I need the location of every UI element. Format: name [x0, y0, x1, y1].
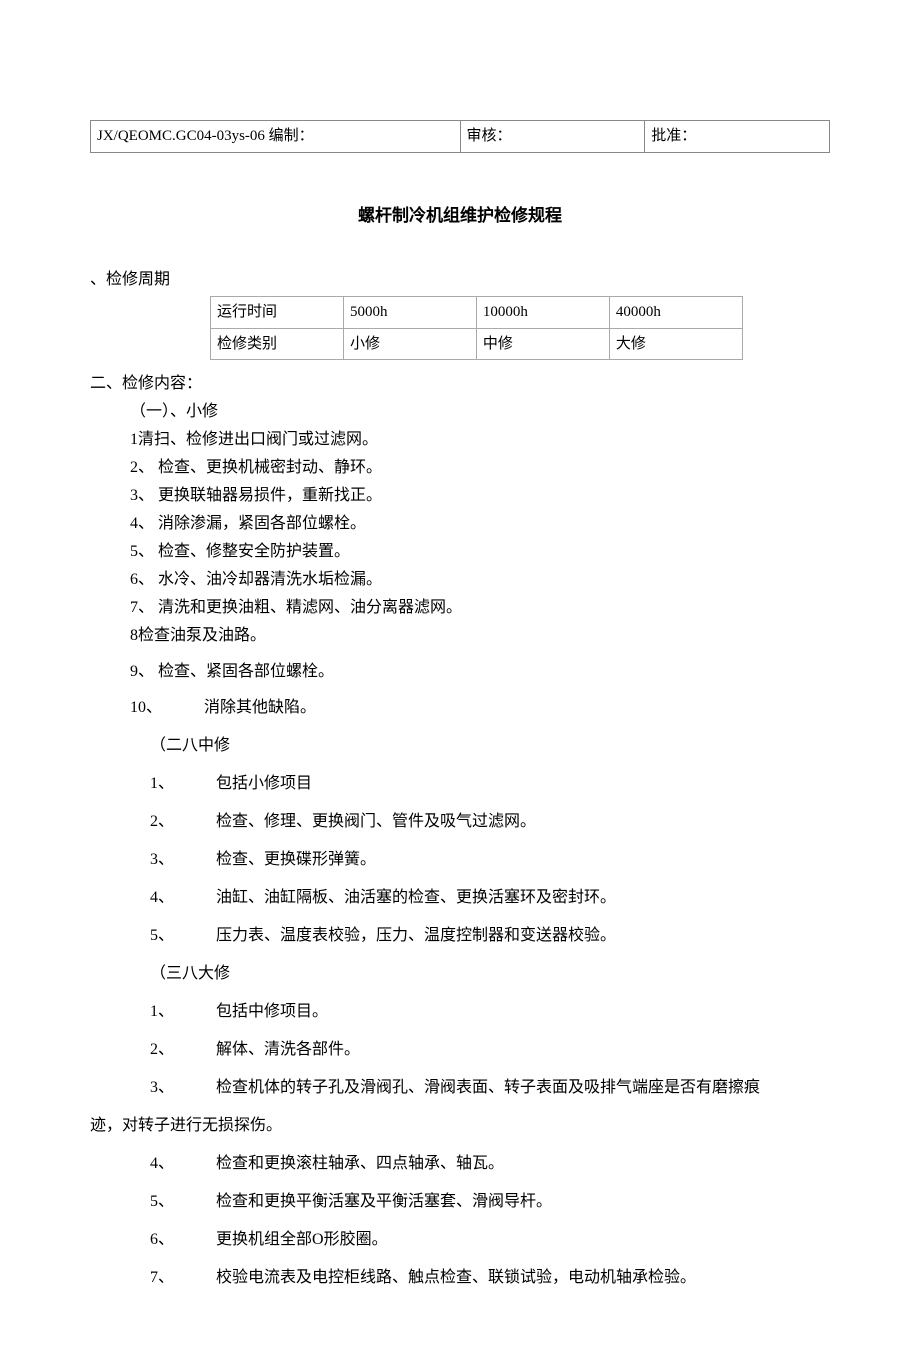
sub3-item: 7、 校验电流表及电控柜线路、触点检查、联锁试验，电动机轴承检验。	[150, 1266, 830, 1290]
sub1-label: （一）、小修	[130, 400, 830, 424]
list-num: 10、	[130, 699, 162, 716]
list-num: 4、	[150, 889, 174, 906]
sub2-item: 4、 油缸、油缸隔板、油活塞的检查、更换活塞环及密封环。	[150, 886, 830, 910]
sub2-item: 3、 检查、更换碟形弹簧。	[150, 848, 830, 872]
sub1-item: 4、 消除渗漏，紧固各部位螺栓。	[130, 512, 830, 536]
cycle-r2c4: 大修	[609, 328, 742, 360]
sub3-item-wrap: 迹，对转子进行无损探伤。	[90, 1114, 830, 1138]
list-num: 2、	[150, 813, 174, 830]
cycle-r2c1: 检修类别	[211, 328, 344, 360]
sub1-item: 7、 清洗和更换油粗、精滤网、油分离器滤网。	[130, 596, 830, 620]
list-text: 检查、修理、更换阀门、管件及吸气过滤网。	[216, 813, 536, 830]
section-cycle-label: 、检修周期	[90, 268, 830, 292]
list-text: 更换机组全部O形胶圈。	[216, 1231, 388, 1248]
sub3-item: 1、 包括中修项目。	[150, 1000, 830, 1024]
list-num: 5、	[150, 927, 174, 944]
list-text: 包括小修项目	[216, 775, 312, 792]
list-text: 检查和更换平衡活塞及平衡活塞套、滑阀导杆。	[216, 1193, 552, 1210]
cycle-r1c2: 5000h	[343, 297, 476, 329]
cycle-r2c2: 小修	[343, 328, 476, 360]
sub3-item: 5、 检查和更换平衡活塞及平衡活塞套、滑阀导杆。	[150, 1190, 830, 1214]
sub3-item: 4、 检查和更换滚柱轴承、四点轴承、轴瓦。	[150, 1152, 830, 1176]
list-num: 4、	[150, 1155, 174, 1172]
page-title: 螺杆制冷机组维护检修规程	[90, 203, 830, 229]
list-num: 6、	[150, 1231, 174, 1248]
doc-header-table: JX/QEOMC.GC04-03ys-06 编制： 审核： 批准：	[90, 120, 830, 153]
sub1-item: 1清扫、检修进出口阀门或过滤网。	[130, 428, 830, 452]
list-num: 1、	[150, 775, 174, 792]
list-text: 包括中修项目。	[216, 1003, 328, 1020]
list-text: 检查机体的转子孔及滑阀孔、滑阀表面、转子表面及吸排气端座是否有磨擦痕	[216, 1079, 760, 1096]
sub1-item: 2、 检查、更换机械密封动、静环。	[130, 456, 830, 480]
list-text: 检查、更换碟形弹簧。	[216, 851, 376, 868]
list-text: 压力表、温度表校验，压力、温度控制器和变送器校验。	[216, 927, 616, 944]
list-text: 解体、清洗各部件。	[216, 1041, 360, 1058]
sub1-item: 9、 检查、紧固各部位螺栓。	[130, 660, 830, 684]
header-cell-code: JX/QEOMC.GC04-03ys-06 编制：	[91, 121, 461, 153]
list-num: 5、	[150, 1193, 174, 1210]
header-cell-review: 审核：	[460, 121, 645, 153]
cycle-table: 运行时间 5000h 10000h 40000h 检修类别 小修 中修 大修	[210, 296, 743, 360]
sub2-label: （二八中修	[150, 734, 830, 758]
sub3-item: 6、 更换机组全部O形胶圈。	[150, 1228, 830, 1252]
section-content-label: 二、检修内容：	[90, 372, 830, 396]
cycle-r1c4: 40000h	[609, 297, 742, 329]
sub2-item: 5、 压力表、温度表校验，压力、温度控制器和变送器校验。	[150, 924, 830, 948]
cycle-r1c1: 运行时间	[211, 297, 344, 329]
cycle-r1c3: 10000h	[476, 297, 609, 329]
header-cell-approve: 批准：	[645, 121, 830, 153]
sub3-item: 2、 解体、清洗各部件。	[150, 1038, 830, 1062]
list-num: 3、	[150, 851, 174, 868]
sub1-item: 3、 更换联轴器易损件，重新找正。	[130, 484, 830, 508]
list-num: 7、	[150, 1269, 174, 1286]
list-num: 3、	[150, 1079, 174, 1096]
list-num: 2、	[150, 1041, 174, 1058]
sub2-item: 1、 包括小修项目	[150, 772, 830, 796]
list-text: 检查和更换滚柱轴承、四点轴承、轴瓦。	[216, 1155, 504, 1172]
sub1-item: 6、 水冷、油冷却器清洗水垢检漏。	[130, 568, 830, 592]
sub1-item: 5、 检查、修整安全防护装置。	[130, 540, 830, 564]
sub1-item: 10、 消除其他缺陷。	[130, 696, 830, 720]
list-text: 校验电流表及电控柜线路、触点检查、联锁试验，电动机轴承检验。	[216, 1269, 696, 1286]
cycle-r2c3: 中修	[476, 328, 609, 360]
list-text: 消除其他缺陷。	[204, 699, 316, 716]
sub1-item: 8检查油泵及油路。	[130, 624, 830, 648]
list-text: 油缸、油缸隔板、油活塞的检查、更换活塞环及密封环。	[216, 889, 616, 906]
list-num: 1、	[150, 1003, 174, 1020]
sub3-label: （三八大修	[150, 962, 830, 986]
sub2-item: 2、 检查、修理、更换阀门、管件及吸气过滤网。	[150, 810, 830, 834]
sub3-item: 3、 检查机体的转子孔及滑阀孔、滑阀表面、转子表面及吸排气端座是否有磨擦痕	[150, 1076, 830, 1100]
